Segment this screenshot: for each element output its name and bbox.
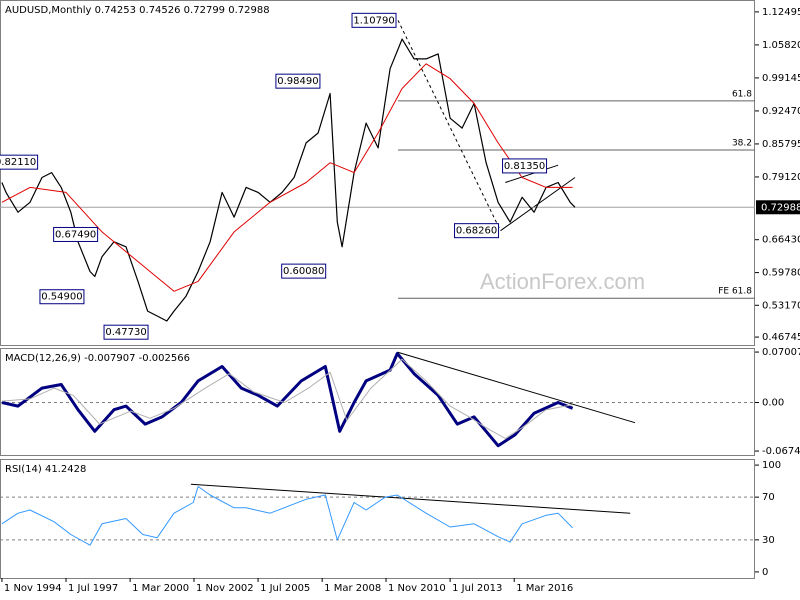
y-tick-label: 0.00 (762, 398, 784, 409)
price-annotation: 0.47730 (105, 327, 146, 338)
y-tick-label: 0.59780 (762, 268, 800, 279)
fib-label: FE 61.8 (718, 287, 752, 297)
x-tick-label: 1 Mar 2008 (324, 583, 381, 594)
price-annotation: 0.81350 (504, 161, 545, 172)
x-tick-label: 1 Jul 2005 (260, 583, 310, 594)
price-annotation-box (103, 324, 149, 340)
price-annotation-box (281, 263, 327, 279)
x-tick-label: 1 Nov 2010 (388, 583, 446, 594)
price-annotation: 0.60080 (283, 266, 324, 277)
x-tick-label: 1 Mar 2000 (132, 583, 189, 594)
price-annotation-box (0, 154, 39, 170)
panel-title: AUDUSD,Monthly 0.74253 0.74526 0.72799 0… (5, 5, 270, 16)
y-tick-label: 0.92470 (762, 106, 800, 117)
y-tick-label: 0.46745 (762, 332, 800, 343)
series-line (1, 486, 573, 546)
price-box (756, 200, 800, 215)
fib-label: 38.2 (732, 138, 752, 148)
panel-frame (0, 0, 755, 346)
y-tick-label: 1.05820 (762, 40, 800, 51)
y-tick-label: 0.66430 (762, 235, 800, 246)
x-tick-label: 1 Jul 1997 (68, 583, 118, 594)
series-line (1, 63, 573, 292)
x-tick-label: 1 Mar 2016 (516, 583, 573, 594)
x-tick-label: 1 Jul 2013 (452, 583, 502, 594)
y-tick-label: 70 (762, 492, 775, 503)
panel-title: MACD(12,26,9) -0.007907 -0.002566 (5, 353, 190, 364)
y-tick-label: 0 (762, 567, 768, 578)
panel-frame (0, 459, 755, 579)
y-tick-label: 100 (762, 460, 781, 471)
price-annotation: 0.68260 (456, 226, 497, 237)
price-annotation-box (275, 73, 321, 89)
price-annotation: 0.98490 (277, 76, 318, 87)
price-annotation: 0.82110 (0, 157, 36, 168)
series-line (1, 358, 573, 439)
watermark: ActionForex.com (480, 269, 645, 294)
y-tick-label: -0.067423 (762, 446, 800, 457)
trendline (397, 351, 636, 424)
price-annotation-box (454, 223, 500, 239)
fib-label: 61.8 (732, 89, 752, 99)
y-tick-label: 0.070071 (762, 347, 800, 358)
trendline (505, 164, 559, 183)
y-tick-label: 0.53170 (762, 300, 800, 311)
trendline (190, 483, 631, 514)
y-tick-label: 0.99145 (762, 73, 800, 84)
price-annotation-box (351, 12, 397, 28)
price-annotation: 1.10790 (353, 15, 394, 26)
panel-title: RSI(14) 41.2428 (5, 464, 86, 475)
y-tick-label: 0.85795 (762, 139, 800, 150)
price-annotation-box (502, 158, 548, 174)
series-line (1, 38, 576, 322)
x-tick-label: 1 Nov 1994 (4, 583, 62, 594)
price-annotation: 0.67490 (55, 229, 96, 240)
y-tick-label: 1.12495 (762, 7, 800, 18)
panel-frame (0, 348, 755, 456)
y-tick-label: 0.79120 (762, 172, 800, 183)
x-tick-label: 1 Nov 2002 (196, 583, 254, 594)
price-annotation-box (39, 289, 85, 305)
price-annotation: 0.54900 (41, 292, 82, 303)
y-tick-label: 30 (762, 535, 775, 546)
price-label: 0.72988 (761, 202, 800, 213)
price-annotation-box (53, 226, 99, 242)
